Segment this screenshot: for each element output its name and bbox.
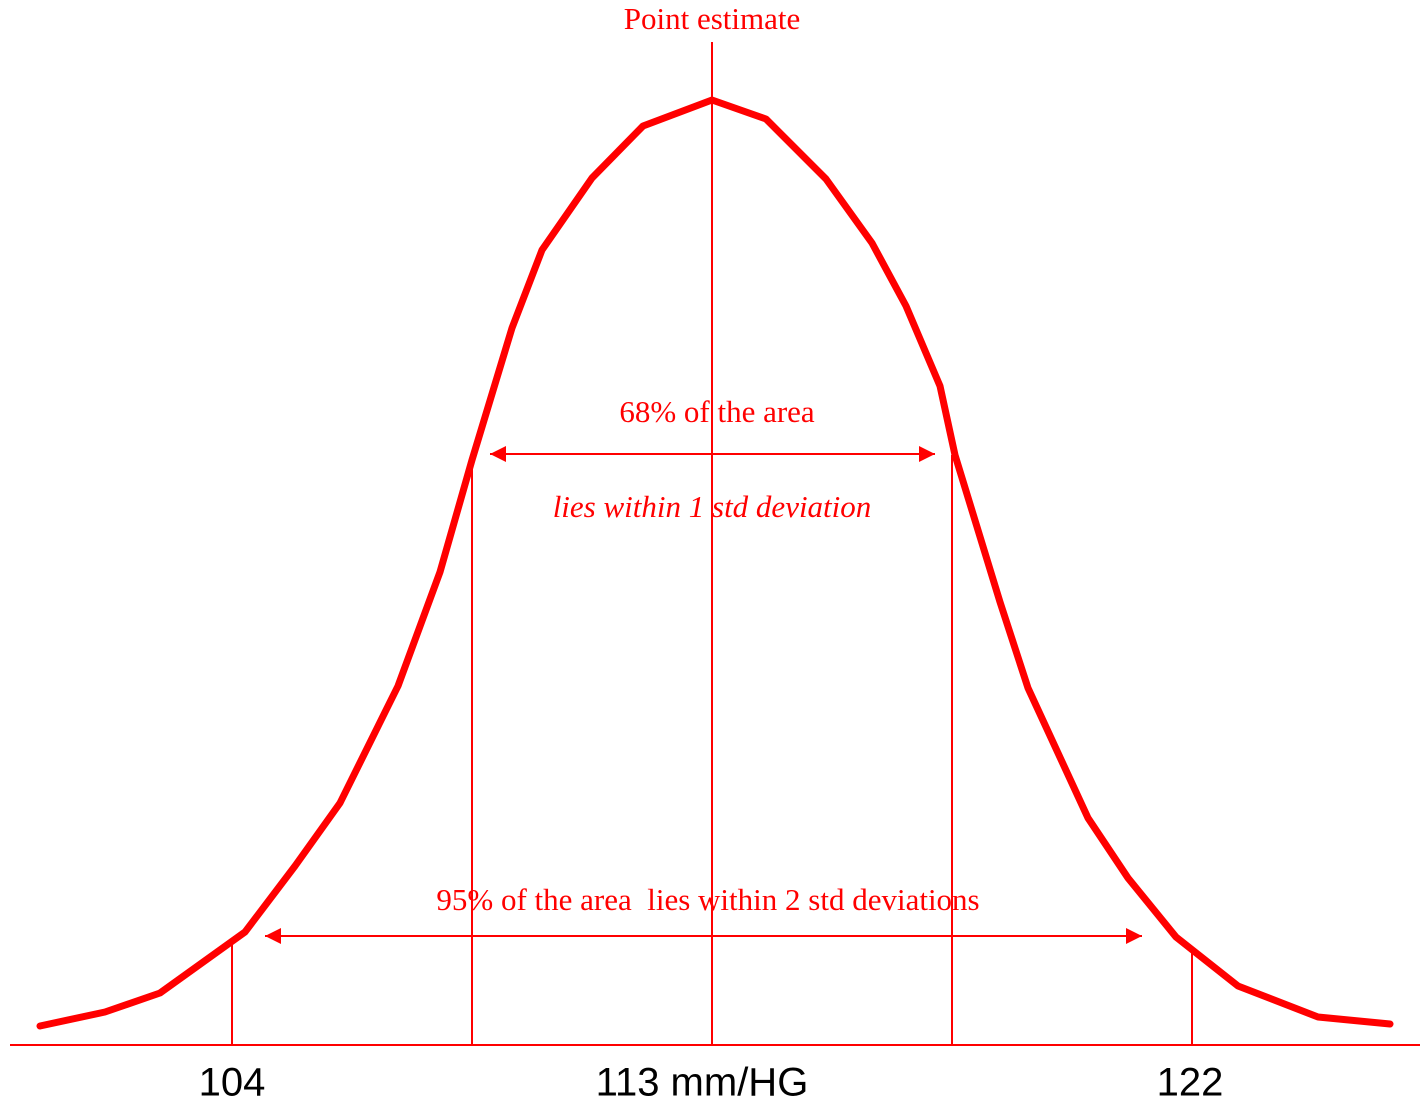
- outer-label: 95% of the area lies within 2 std deviat…: [436, 882, 979, 917]
- inner-label: 68% of the area: [619, 394, 815, 429]
- axis-label: 113 mm/HG: [596, 1061, 809, 1105]
- normal-curve: [36, 96, 1394, 1030]
- axis-label: 104: [199, 1061, 266, 1105]
- title: Point estimate: [624, 1, 801, 36]
- inner-caption: lies within 1 std deviation: [553, 489, 872, 524]
- axis-label: 122: [1157, 1061, 1224, 1105]
